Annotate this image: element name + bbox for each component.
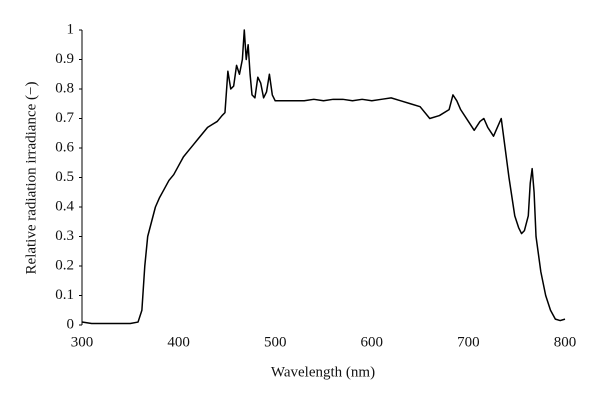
y-axis-label: Relative radiation irradiance (−) [23,82,39,275]
y-tick-label: 0.5 [55,169,74,185]
y-tick-label: 0.9 [55,51,74,67]
x-tick-label: 400 [167,334,190,350]
x-tick-label: 300 [71,334,94,350]
x-tick-label: 600 [361,334,384,350]
x-tick-label: 500 [264,334,287,350]
y-tick-label: 0.8 [55,80,74,96]
y-tick-label: 1 [67,21,75,37]
y-tick-label: 0.7 [55,110,74,126]
y-tick-label: 0.2 [55,257,74,273]
y-tick-label: 0.3 [55,228,74,244]
y-tick-label: 0.1 [55,287,74,303]
x-tick-label: 800 [554,334,577,350]
y-tick-label: 0 [67,316,75,332]
y-tick-label: 0.4 [55,198,74,214]
x-tick-label: 700 [457,334,480,350]
x-axis-label: Wavelength (nm) [271,364,375,380]
y-tick-label: 0.6 [55,139,74,155]
data-line [81,29,566,325]
